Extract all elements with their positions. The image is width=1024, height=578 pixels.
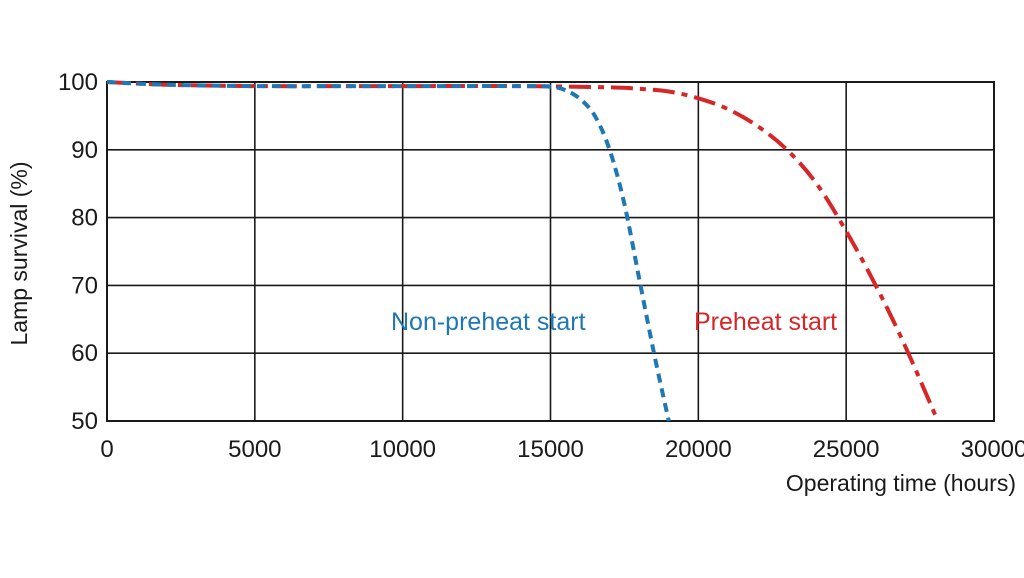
series-line-1 bbox=[106, 80, 940, 422]
y-axis-title: Lamp survival (%) bbox=[6, 161, 32, 345]
x-tick-label-4: 20000 bbox=[665, 436, 732, 463]
x-tick-label-2: 10000 bbox=[369, 436, 436, 463]
y-tick-label-4: 90 bbox=[71, 137, 98, 164]
plot-frame bbox=[106, 81, 995, 422]
y-tick-label-1: 60 bbox=[71, 340, 98, 367]
x-tick-label-1: 5000 bbox=[228, 436, 281, 463]
y-tick-label-2: 70 bbox=[71, 272, 98, 299]
series-label-non-preheat: Non-preheat start bbox=[391, 308, 586, 336]
series-line-0 bbox=[106, 80, 671, 422]
y-tick-label-5: 100 bbox=[58, 69, 98, 96]
y-tick-label-3: 80 bbox=[71, 205, 98, 232]
x-tick-label-6: 30000 bbox=[961, 436, 1024, 463]
series-lines bbox=[106, 80, 940, 422]
x-tick-label-5: 25000 bbox=[813, 436, 880, 463]
x-tick-label-0: 0 bbox=[100, 436, 113, 463]
x-tick-labels: 0 5000 10000 15000 20000 25000 30000 bbox=[100, 436, 1024, 463]
y-tick-labels: 50 60 70 80 90 100 bbox=[58, 69, 98, 435]
x-axis-title: Operating time (hours) bbox=[786, 470, 1016, 496]
y-tick-label-0: 50 bbox=[71, 408, 98, 435]
grid bbox=[107, 82, 994, 421]
series-label-preheat: Preheat start bbox=[694, 308, 837, 336]
x-tick-label-3: 15000 bbox=[517, 436, 584, 463]
